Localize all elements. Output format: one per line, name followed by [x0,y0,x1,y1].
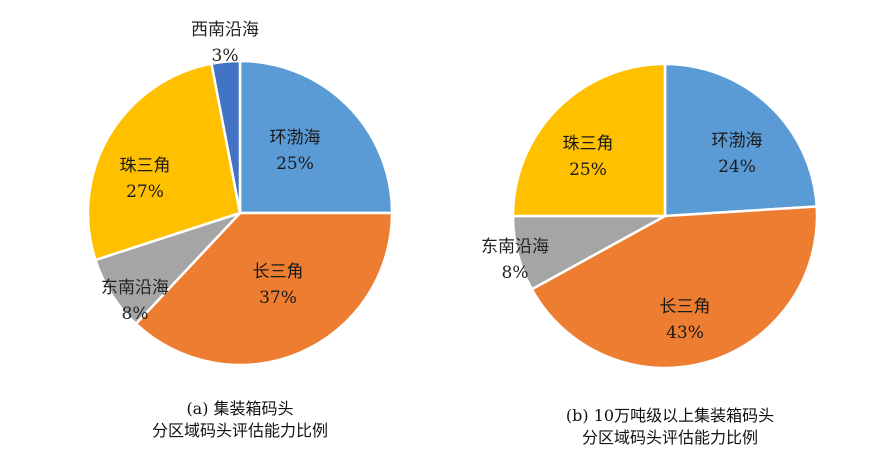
chart-b-label-name-2: 东南沿海 [481,237,549,257]
chart-b-label-pct-2: 8% [502,263,529,283]
chart-b-label-name-0: 环渤海 [712,131,763,151]
chart-a-label-name-4: 西南沿海 [191,20,259,40]
chart-b-slice-0 [663,62,818,218]
chart-a-slice-0 [238,59,394,215]
pie-chart-a: 环渤海 25% 长三角 37% 东南沿海 8% 珠三角 27% 西南沿海 3% [86,20,394,367]
chart-b-label-pct-0: 24% [718,157,756,177]
chart-b-caption-line1: (b) 10万吨级以上集装箱码头 [565,406,775,425]
chart-a-label-pct-4: 3% [212,46,239,66]
chart-a-caption-line2: 分区域码头评估能力比例 [151,421,328,440]
chart-a-label-pct-1: 37% [259,288,297,308]
pie-chart-b: 环渤海 24% 长三角 43% 东南沿海 8% 珠三角 25% [481,62,819,370]
chart-b-slice-3 [511,62,667,218]
chart-b-caption: (b) 10万吨级以上集装箱码头 分区域码头评估能力比例 [505,405,835,449]
chart-b-caption-line2: 分区域码头评估能力比例 [581,428,758,447]
chart-a-slice-1 [134,211,394,367]
chart-a-label-name-1: 长三角 [253,262,304,282]
chart-a-label-name-0: 环渤海 [270,128,321,148]
chart-a-slice-3 [86,62,242,262]
chart-a-caption: (a) 集装箱码头 分区域码头评估能力比例 [95,398,385,442]
chart-a-caption-line1: (a) 集装箱码头 [186,399,294,418]
chart-a-slice-4 [210,59,242,215]
chart-b-label-pct-1: 43% [666,323,704,343]
chart-b-label-name-3: 珠三角 [563,134,614,154]
chart-a-label-pct-2: 8% [122,304,149,324]
chart-a-label-pct-0: 25% [276,154,314,174]
chart-b-slice-1 [530,205,819,370]
chart-a-label-pct-3: 27% [126,182,164,202]
chart-b-label-name-1: 长三角 [660,297,711,317]
chart-a-label-name-2: 东南沿海 [101,278,169,298]
chart-b-label-pct-3: 25% [569,160,607,180]
chart-a-label-name-3: 珠三角 [120,156,171,176]
